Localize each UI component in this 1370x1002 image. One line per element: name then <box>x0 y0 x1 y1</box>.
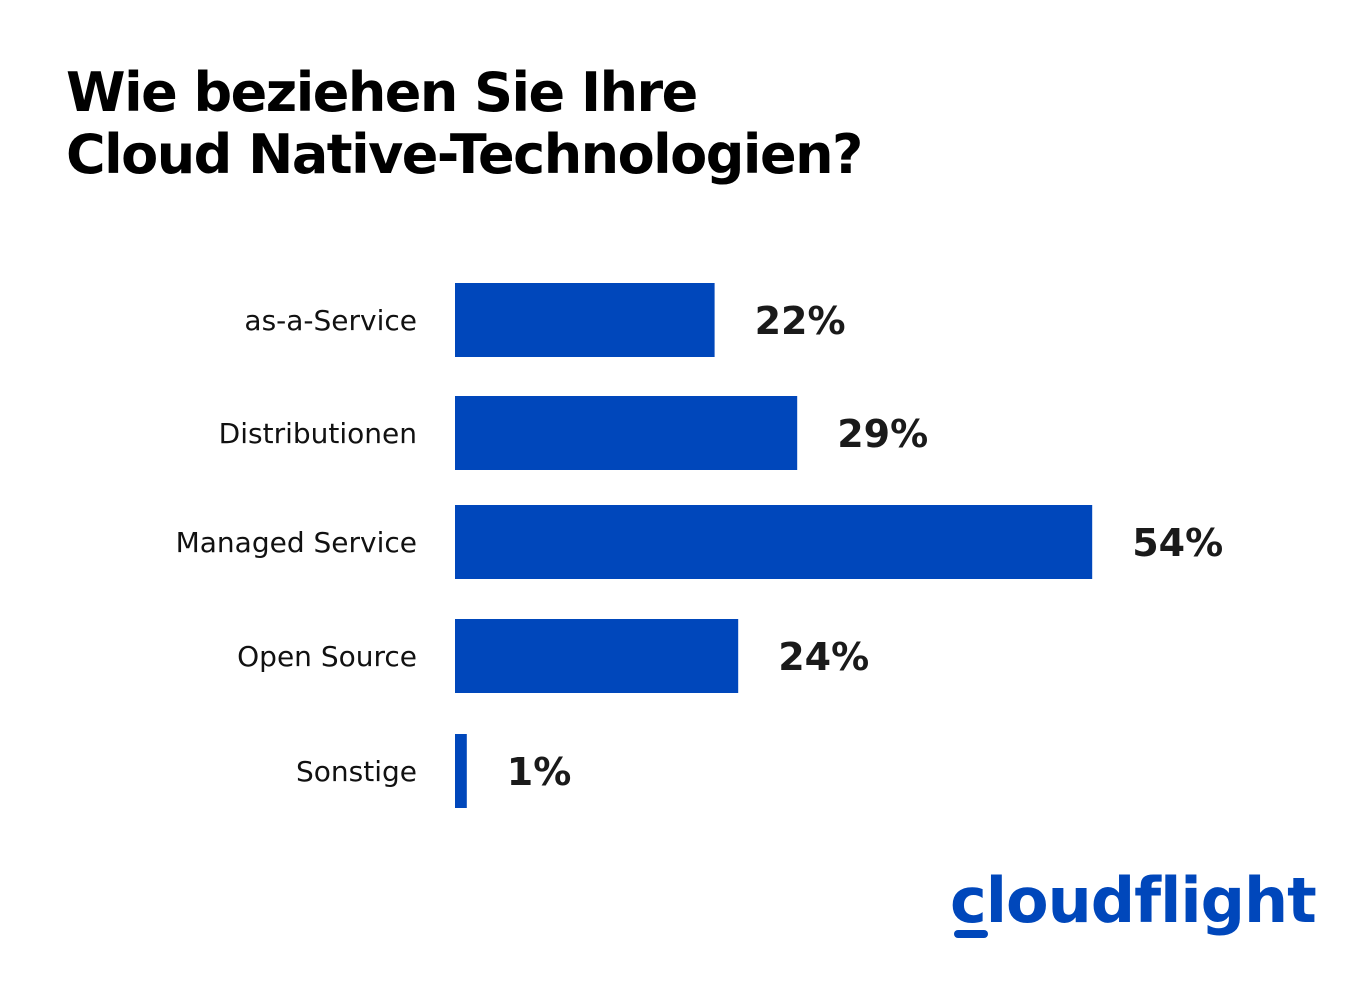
chart-title: Wie beziehen Sie Ihre Cloud Native-Techn… <box>66 61 863 186</box>
bar-open-source <box>455 619 739 693</box>
category-label: Open Source <box>237 640 417 673</box>
logo-text: cloudflight <box>950 864 1317 937</box>
bar-distributionen <box>455 396 798 470</box>
category-label: as-a-Service <box>244 304 417 337</box>
bar-sonstige <box>455 734 467 808</box>
chart-title-line-1: Wie beziehen Sie Ihre <box>66 61 698 124</box>
category-label: Sonstige <box>296 755 417 788</box>
cloudflight-logo: cloudflight <box>950 864 1317 937</box>
value-label: 22% <box>755 299 846 343</box>
value-label: 54% <box>1132 521 1223 565</box>
category-label: Managed Service <box>176 526 417 559</box>
category-label: Distributionen <box>219 417 417 450</box>
chart-title-line-2: Cloud Native-Technologien? <box>66 123 863 186</box>
bar-managed-service <box>455 505 1093 579</box>
value-label: 24% <box>778 635 869 679</box>
value-label: 29% <box>837 412 928 456</box>
logo-underline-mark <box>954 930 988 938</box>
bar-as-a-service <box>455 283 715 357</box>
value-label: 1% <box>507 750 572 794</box>
